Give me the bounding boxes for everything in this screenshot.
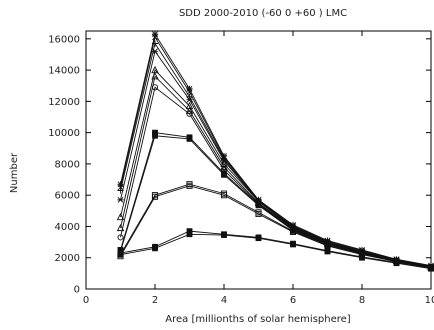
series-8 — [117, 129, 434, 271]
series-line — [120, 230, 432, 269]
data-point — [324, 248, 331, 255]
series-9 — [117, 132, 434, 271]
x-tick-label: 6 — [290, 295, 296, 306]
data-point — [428, 265, 434, 272]
y-tick-label: 2000 — [55, 253, 80, 264]
data-point — [186, 110, 193, 117]
data-point — [186, 85, 193, 92]
series-line — [120, 135, 432, 269]
data-point — [220, 152, 228, 160]
series-line — [120, 50, 432, 268]
data-point — [255, 210, 262, 217]
series-line — [120, 36, 432, 267]
data-point — [151, 193, 159, 200]
data-point — [116, 223, 125, 232]
data-point — [221, 171, 227, 178]
y-tick-label: 8000 — [55, 159, 80, 170]
series-5 — [116, 65, 434, 271]
data-point — [117, 196, 124, 203]
x-tick-label: 2 — [152, 295, 158, 306]
x-tick-label: 10 — [425, 295, 434, 306]
y-tick-label: 4000 — [55, 222, 80, 233]
data-point — [151, 48, 159, 55]
x-tick-label: 4 — [221, 295, 227, 306]
series-4 — [117, 48, 434, 271]
data-point — [152, 245, 158, 252]
series-line — [120, 132, 432, 268]
data-point — [186, 96, 193, 103]
series-layer — [116, 31, 434, 272]
series-3 — [117, 40, 434, 270]
series-line — [120, 42, 432, 267]
series-line — [120, 183, 432, 269]
series-13 — [117, 231, 434, 272]
series-line — [120, 69, 432, 268]
data-point — [255, 202, 262, 209]
data-point — [117, 184, 124, 191]
data-point — [151, 40, 159, 47]
y-tick-label: 6000 — [55, 191, 80, 202]
data-point — [151, 72, 159, 80]
series-12 — [117, 228, 434, 271]
data-point — [117, 181, 124, 188]
data-point — [290, 241, 296, 248]
data-point — [393, 260, 400, 267]
plot-frame — [85, 30, 432, 290]
data-point — [151, 31, 159, 38]
data-point — [152, 132, 158, 139]
series-1 — [117, 31, 434, 269]
data-point — [186, 135, 193, 142]
series-line — [120, 75, 432, 268]
data-point — [186, 231, 193, 238]
data-point — [117, 234, 124, 241]
y-tick-label: 14000 — [48, 66, 80, 77]
y-tick-label: 10000 — [48, 128, 80, 139]
data-point — [185, 101, 194, 110]
y-tick-label: 16000 — [48, 34, 80, 45]
data-point — [289, 228, 297, 235]
x-tick-label: 0 — [83, 295, 89, 306]
data-point — [152, 34, 158, 41]
data-point — [359, 254, 365, 261]
data-point — [117, 251, 124, 258]
series-line — [120, 185, 432, 269]
y-tick-label: 0 — [74, 285, 80, 296]
series-line — [120, 233, 432, 270]
data-point — [116, 212, 125, 221]
data-point — [220, 192, 228, 199]
series-2 — [117, 34, 434, 270]
y-axis-label: Number — [9, 152, 20, 193]
data-point — [255, 235, 262, 242]
data-point — [221, 232, 227, 238]
y-tick-label: 12000 — [48, 97, 80, 108]
data-point — [151, 84, 159, 91]
x-axis-label: Area [millionths of solar hemisphere] — [165, 314, 350, 325]
x-tick-label: 8 — [359, 295, 365, 306]
data-point — [186, 182, 193, 189]
axes: 0 2 4 6 8 10 0 2000 4000 6000 8000 10000 12000 14000 1… — [48, 30, 434, 306]
chart-title: SDD 2000-2010 (-60 0 +60 ) LMC — [179, 8, 347, 19]
